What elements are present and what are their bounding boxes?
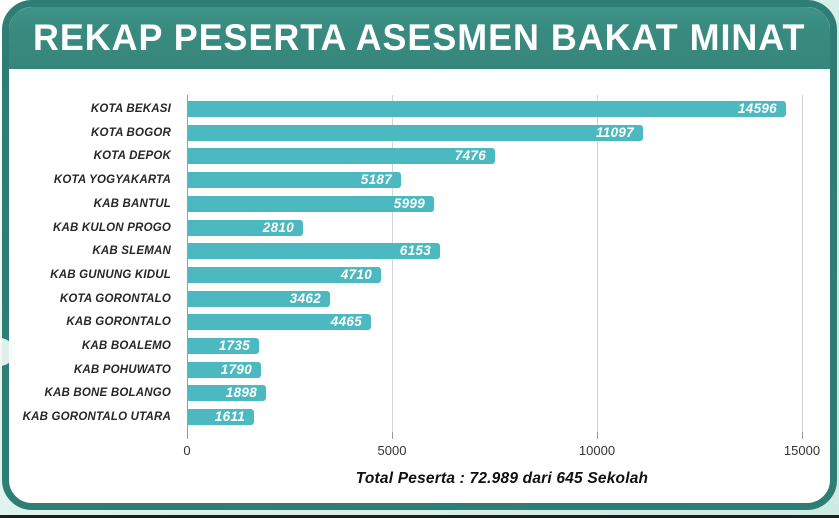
bar: 1735 (188, 338, 259, 354)
bar: 1790 (188, 361, 261, 378)
y-axis-label: KAB BOALEMO (81, 340, 171, 352)
bar-value-label: 6153 (399, 243, 431, 259)
axis-tick (392, 432, 393, 439)
axis-tick-label: 10000 (578, 443, 616, 458)
bar: 1611 (188, 409, 254, 426)
header-band: REKAP PESERTA ASESMEN BAKAT MINAT (9, 7, 830, 69)
gridline (392, 95, 393, 432)
y-axis-label: KOTA BOGOR (91, 126, 171, 139)
bar: 3462 (188, 290, 330, 307)
y-axis-label: KOTA DEPOK (93, 150, 171, 163)
y-axis-label: KAB GORONTALO UTARA (22, 411, 171, 424)
bar-value-label: 1898 (225, 385, 257, 401)
bar: 7476 (188, 148, 495, 165)
axis-tick-label: 5000 (377, 443, 407, 458)
page-title: REKAP PESERTA ASESMEN BAKAT MINAT (33, 17, 806, 58)
axis-tick-label: 0 (183, 443, 191, 458)
y-axis-label: KAB GORONTALO (66, 316, 171, 329)
y-axis-label: KAB BONE BOLANGO (44, 387, 171, 400)
bar-value-label: 5187 (360, 172, 392, 188)
chart-card: REKAP PESERTA ASESMEN BAKAT MINAT 0 5000 1… (2, 0, 837, 510)
y-axis-label: KAB BANTUL (93, 197, 171, 210)
bar-value-label: 1611 (214, 409, 245, 425)
bar-value-label: 4465 (330, 314, 362, 330)
bar: 1898 (188, 385, 266, 402)
bar-value-label: 2810 (262, 219, 294, 235)
y-axis-label: KOTA YOGYAKARTA (53, 174, 171, 187)
y-axis-label: KAB KULON PROGO (53, 221, 171, 234)
y-axis-labels: KOTA BEKASI KOTA BOGOR KOTA DEPOK KOTA YOGY… (15, 95, 179, 432)
bar-value-label: 3462 (289, 290, 321, 306)
plot-area: 0 5000 10000 15000 14596 11097 7476 5187 5999 281… (183, 95, 830, 458)
bar: 5187 (188, 172, 401, 189)
bar-value-label: 14596 (737, 101, 777, 116)
bar-value-label: 7476 (454, 148, 486, 164)
bar: 14596 (188, 101, 786, 117)
y-axis-line (187, 95, 188, 439)
total-caption: Total Peserta : 72.989 dari 645 Sekolah (355, 470, 649, 487)
bar-value-label: 1790 (220, 361, 252, 377)
bar: 11097 (188, 124, 643, 141)
bar: 4465 (188, 314, 371, 331)
axis-tick-label: 15000 (783, 443, 821, 458)
bar: 2810 (188, 219, 303, 236)
left-edge-notch (0, 338, 14, 366)
bar-value-label: 11097 (595, 124, 634, 140)
bar: 6153 (188, 243, 440, 260)
gridline (597, 95, 598, 432)
bar: 4710 (188, 266, 381, 283)
y-axis-label: KOTA GORONTALO (59, 292, 171, 305)
y-axis-label: KAB POHUWATO (73, 363, 171, 376)
axis-tick (802, 432, 803, 439)
bar: 5999 (188, 195, 434, 212)
bottom-strip (0, 515, 839, 518)
bar-value-label: 5999 (393, 195, 425, 211)
axis-tick (597, 432, 598, 439)
y-axis-label: KOTA BEKASI (90, 103, 171, 115)
bar-value-label: 4710 (340, 266, 372, 282)
bar-value-label: 1735 (218, 338, 250, 353)
y-axis-label: KAB GUNUNG KIDUL (50, 268, 171, 281)
y-axis-label: KAB SLEMAN (92, 245, 171, 258)
gridline (802, 95, 803, 432)
